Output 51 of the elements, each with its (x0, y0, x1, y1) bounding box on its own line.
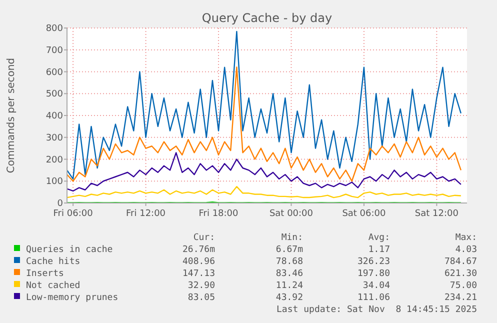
x-tick-label: Fri 18:00 (198, 209, 239, 219)
text: 83.05 (188, 293, 215, 303)
legend-label: Queries in cache (26, 245, 113, 255)
text: 75.00 (450, 281, 477, 291)
text: 197.80 (357, 269, 390, 279)
y-tick-label: 100 (46, 177, 64, 188)
y-tick-label: 400 (46, 112, 64, 122)
text: 408.96 (182, 257, 215, 267)
text: 147.13 (182, 269, 215, 279)
x-tick-label: Fri 06:00 (53, 209, 94, 219)
x-tick-label: Sat 12:00 (414, 209, 459, 219)
line-series (66, 186, 462, 198)
legend-label: Inserts (26, 269, 64, 279)
text: Last update: Sat Nov 8 14:45:15 2025 (276, 305, 477, 315)
y-tick-label: 500 (46, 90, 64, 100)
text: 621.30 (444, 269, 477, 279)
y-tick-label: 200 (46, 155, 64, 166)
legend-label: Not cached (26, 281, 80, 291)
chart-title: Query Cache - by day (202, 11, 332, 25)
text: 32.90 (188, 281, 215, 291)
text: Cur: (193, 233, 215, 243)
y-tick-label: 600 (46, 68, 64, 78)
text: Min: (281, 233, 303, 243)
text: 784.67 (444, 257, 477, 267)
text: 43.92 (276, 293, 303, 303)
text: 78.68 (276, 257, 303, 267)
text: 111.06 (357, 293, 390, 303)
text: 1.17 (368, 245, 390, 255)
text: 326.23 (357, 257, 390, 267)
legend-label: Low-memory prunes (26, 293, 118, 303)
y-tick-label: 700 (46, 46, 64, 56)
x-tick-label: Sat 06:00 (342, 209, 386, 219)
y-tick-label: 0 (57, 199, 64, 209)
y-tick-label: 300 (46, 133, 64, 144)
text: 34.04 (362, 281, 390, 291)
text: Max: (455, 233, 477, 243)
text: 6.67m (276, 245, 303, 255)
text: 83.46 (276, 269, 303, 279)
text: 234.21 (444, 293, 477, 303)
x-tick-label: Sat 00:00 (269, 209, 314, 219)
text: Avg: (368, 233, 390, 243)
line-series (66, 66, 462, 182)
y-axis-title: Commands per second (6, 58, 17, 174)
text: 11.24 (276, 281, 303, 291)
text: 4.03 (455, 245, 477, 255)
text: 26.76m (182, 245, 215, 255)
y-tick-label: 800 (46, 24, 64, 34)
line-series (66, 152, 462, 192)
line-series (66, 30, 462, 180)
x-tick-label: Fri 12:00 (126, 209, 166, 219)
legend-label: Cache hits (26, 257, 80, 267)
